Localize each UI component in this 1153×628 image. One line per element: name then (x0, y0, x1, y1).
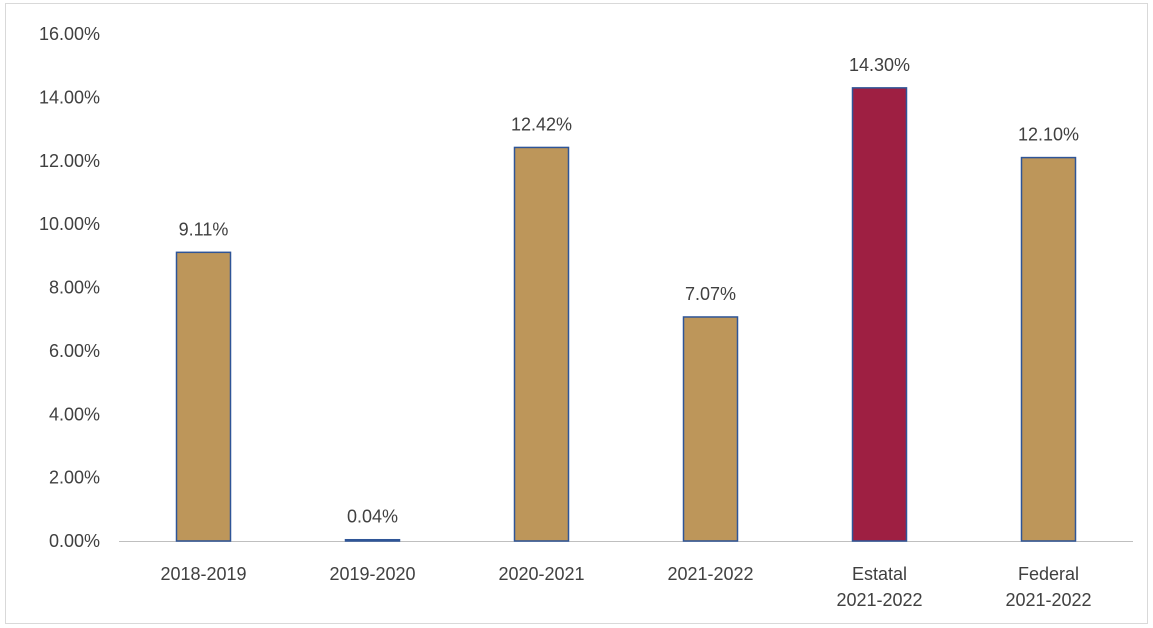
category-label: 2019-2020 (329, 564, 415, 584)
y-tick-label: 6.00% (49, 341, 100, 361)
category-label: 2018-2019 (160, 564, 246, 584)
y-tick-label: 14.00% (39, 87, 100, 107)
bar (682, 316, 739, 542)
data-label: 14.30% (849, 55, 910, 75)
data-label: 7.07% (685, 284, 736, 304)
y-tick-label: 10.00% (39, 214, 100, 234)
y-tick-label: 16.00% (39, 24, 100, 44)
data-label: 0.04% (347, 507, 398, 527)
bars (175, 87, 1077, 542)
category-label: 2021-2022 (667, 564, 753, 584)
y-tick-label: 2.00% (49, 468, 100, 488)
category-label: Federal 2021-2022 (1005, 564, 1091, 610)
category-label: 2020-2021 (498, 564, 584, 584)
data-label: 9.11% (179, 219, 229, 239)
bar (344, 538, 401, 542)
y-tick-label: 0.00% (49, 531, 100, 551)
y-tick-label: 12.00% (39, 151, 100, 171)
data-label: 12.10% (1018, 125, 1079, 145)
y-tick-label: 4.00% (49, 404, 100, 424)
bar (175, 251, 232, 542)
category-labels: 2018-2019 2019-2020 2020-2021 2021-2022 Esta… (160, 564, 1091, 610)
bar (513, 146, 570, 542)
y-tick-label: 8.00% (49, 278, 100, 298)
data-labels: 9.11% 0.04% 12.42% 7.07% 14.30% 12.10% (179, 55, 1079, 527)
bar (1020, 156, 1077, 542)
y-axis-ticks: 0.00% 2.00% 4.00% 6.00% 8.00% 10.00% 12.00% 14.… (39, 24, 100, 551)
bar (851, 87, 908, 542)
bar-chart: 0.00% 2.00% 4.00% 6.00% 8.00% 10.00% 12.00% 14.… (39, 24, 1133, 610)
data-label: 12.42% (511, 114, 572, 134)
category-label: Estatal 2021-2022 (836, 564, 922, 610)
chart-frame: 0.00% 2.00% 4.00% 6.00% 8.00% 10.00% 12.00% 14.… (5, 3, 1148, 624)
